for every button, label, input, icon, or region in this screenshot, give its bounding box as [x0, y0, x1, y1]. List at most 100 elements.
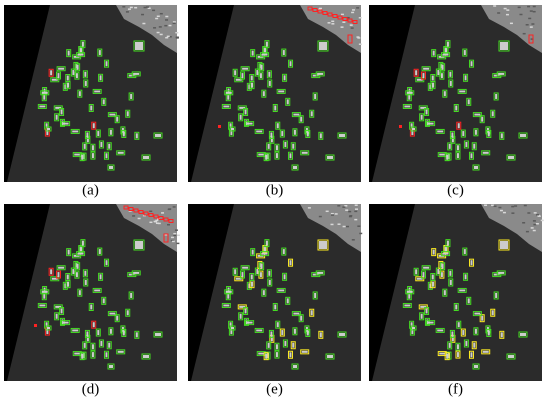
ship [317, 271, 324, 274]
ship-box [82, 341, 88, 350]
ship-box [486, 129, 492, 138]
ship [45, 322, 48, 328]
panel-label: (f) [448, 381, 463, 397]
ship [465, 141, 468, 147]
land-texture [145, 6, 149, 8]
land-texture [176, 242, 180, 245]
ship [459, 90, 466, 93]
ship-box [224, 90, 234, 96]
land-texture [143, 6, 147, 9]
ship-box [55, 270, 61, 279]
land-texture [491, 204, 495, 207]
ship-box [493, 92, 499, 101]
land-texture [340, 26, 344, 28]
ship-box [101, 97, 107, 106]
ship [91, 352, 94, 358]
land-texture [342, 225, 346, 228]
ship [241, 272, 244, 278]
land-texture [168, 36, 172, 38]
land-texture [342, 21, 346, 23]
land-texture [497, 12, 501, 14]
ship-box [448, 278, 454, 287]
ship [319, 241, 327, 249]
ship [495, 93, 498, 99]
ship [251, 249, 254, 255]
land-texture [533, 212, 537, 214]
ship [500, 241, 508, 249]
ship-box [282, 73, 288, 82]
ship-box [263, 153, 269, 162]
ship-box [298, 314, 304, 323]
ship [248, 84, 251, 90]
ship-box [243, 306, 249, 315]
panel [369, 204, 544, 381]
ship [245, 120, 248, 126]
ship [126, 111, 129, 117]
ship-box [486, 328, 492, 337]
ship [72, 70, 75, 76]
ship [491, 310, 494, 316]
ship-box [468, 350, 474, 359]
false-alarm [322, 11, 328, 15]
ship [464, 274, 467, 280]
ship-box [106, 142, 112, 151]
ship-box [291, 363, 299, 370]
ship-box [292, 128, 298, 137]
ship [234, 269, 237, 275]
land-texture [168, 24, 172, 27]
ship-box [462, 48, 468, 57]
ship [135, 241, 143, 249]
ship-box [70, 68, 76, 77]
land-texture [167, 208, 171, 211]
ship [155, 333, 161, 336]
ship [126, 310, 129, 316]
ship [122, 131, 125, 137]
land-texture [164, 233, 168, 236]
ship-box [442, 288, 448, 297]
panel-label: (e) [266, 381, 283, 397]
ship [78, 290, 81, 296]
ship-box [471, 142, 477, 151]
ship-box [415, 276, 425, 282]
ship-box [50, 77, 60, 83]
ship [261, 252, 268, 255]
ship-box [243, 107, 249, 116]
ship [449, 279, 452, 285]
ship-box [103, 151, 109, 160]
ship [109, 113, 116, 116]
ship-box [410, 325, 417, 331]
ship-box [274, 143, 280, 152]
ship [286, 298, 289, 304]
ship-box [479, 115, 485, 124]
land-texture [502, 211, 506, 214]
ship [449, 270, 452, 276]
ship [276, 123, 279, 129]
ship [520, 134, 526, 137]
ship [441, 263, 444, 269]
ship-box [254, 267, 260, 276]
panel-label: (a) [82, 182, 99, 198]
false-alarm [327, 12, 333, 17]
false-alarm [148, 213, 154, 217]
ship [276, 322, 279, 328]
ship [86, 137, 89, 143]
false-alarm [34, 324, 37, 327]
ship-box [449, 329, 455, 338]
ship-box [77, 89, 83, 98]
ship [117, 151, 124, 154]
ship-box [53, 105, 63, 111]
land-texture [349, 215, 353, 217]
land-texture [173, 234, 177, 237]
ship-box [463, 272, 469, 281]
ship-box [455, 143, 461, 152]
ship [239, 114, 242, 120]
ship-box [473, 128, 479, 137]
ship [474, 166, 478, 169]
ship [75, 272, 78, 278]
ship [456, 344, 459, 350]
ship-box [275, 121, 281, 130]
ship-box [481, 150, 491, 156]
ship-box [472, 164, 480, 171]
ship [274, 304, 277, 310]
ship [422, 73, 425, 79]
